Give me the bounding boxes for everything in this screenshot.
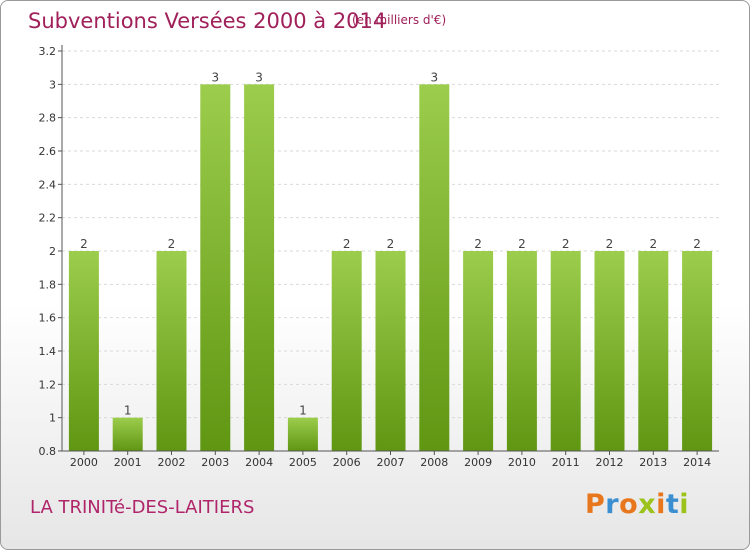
y-tick-label: 2 xyxy=(49,245,56,258)
logo-letter: r xyxy=(605,489,620,520)
bar xyxy=(419,84,450,451)
bar xyxy=(375,251,406,451)
data-label: 1 xyxy=(124,404,132,418)
x-tick-label: 2006 xyxy=(333,456,361,469)
x-tick-label: 2007 xyxy=(377,456,405,469)
data-label: 2 xyxy=(518,237,526,251)
x-tick-label: 2003 xyxy=(201,456,229,469)
x-tick-label: 2014 xyxy=(683,456,711,469)
bar xyxy=(156,251,187,451)
x-tick-label: 2009 xyxy=(464,456,492,469)
y-tick-label: 2.6 xyxy=(39,145,57,158)
bar xyxy=(244,84,275,451)
logo-letter: i xyxy=(679,489,690,520)
bar xyxy=(594,251,625,451)
bar xyxy=(287,417,318,451)
x-tick-label: 2002 xyxy=(158,456,186,469)
bar xyxy=(506,251,537,451)
y-tick-label: 2.8 xyxy=(39,112,57,125)
bar xyxy=(200,84,231,451)
data-label: 3 xyxy=(255,70,263,84)
y-tick-label: 1.8 xyxy=(39,278,57,291)
commune-name: LA TRINITé-DES-LAITIERS xyxy=(30,497,255,518)
x-tick-label: 2001 xyxy=(114,456,142,469)
x-tick-label: 2012 xyxy=(596,456,624,469)
bar xyxy=(463,251,494,451)
y-tick-label: 2.2 xyxy=(39,212,57,225)
chart-title: Subventions Versées 2000 à 2014 xyxy=(28,9,387,33)
data-label: 2 xyxy=(693,237,701,251)
data-label: 2 xyxy=(80,237,88,251)
x-tick-label: 2004 xyxy=(245,456,273,469)
bar xyxy=(638,251,669,451)
x-tick-label: 2008 xyxy=(420,456,448,469)
data-label: 1 xyxy=(299,404,307,418)
bar xyxy=(682,251,713,451)
logo-letter: i xyxy=(656,489,666,520)
logo-letter: o xyxy=(619,489,639,520)
proxiti-logo: Proxiti xyxy=(585,489,689,520)
x-tick-label: 2013 xyxy=(639,456,667,469)
data-label: 2 xyxy=(474,237,482,251)
bar xyxy=(112,417,143,451)
x-tick-label: 2010 xyxy=(508,456,536,469)
data-label: 2 xyxy=(387,237,395,251)
bar xyxy=(331,251,362,451)
y-tick-label: 1.6 xyxy=(39,312,57,325)
data-label: 3 xyxy=(430,70,438,84)
logo-letter: t xyxy=(665,489,680,520)
bar xyxy=(550,251,581,451)
bar xyxy=(68,251,99,451)
y-tick-label: 0.8 xyxy=(39,445,57,458)
y-tick-label: 1.4 xyxy=(39,345,57,358)
y-tick-label: 3 xyxy=(49,78,56,91)
y-tick-label: 1 xyxy=(49,412,56,425)
y-tick-label: 3.2 xyxy=(39,45,57,58)
y-tick-label: 2.4 xyxy=(39,178,57,191)
data-label: 2 xyxy=(562,237,570,251)
x-tick-label: 2000 xyxy=(70,456,98,469)
data-label: 2 xyxy=(168,237,176,251)
data-label: 2 xyxy=(649,237,657,251)
logo-letter: x xyxy=(638,489,657,520)
x-tick-label: 2005 xyxy=(289,456,317,469)
x-tick-label: 2011 xyxy=(552,456,580,469)
data-label: 2 xyxy=(606,237,614,251)
y-tick-label: 1.2 xyxy=(39,378,57,391)
logo-letter: P xyxy=(585,489,606,520)
data-label: 2 xyxy=(343,237,351,251)
chart-unit-note: (en milliers d'€) xyxy=(352,13,447,27)
data-label: 3 xyxy=(211,70,219,84)
